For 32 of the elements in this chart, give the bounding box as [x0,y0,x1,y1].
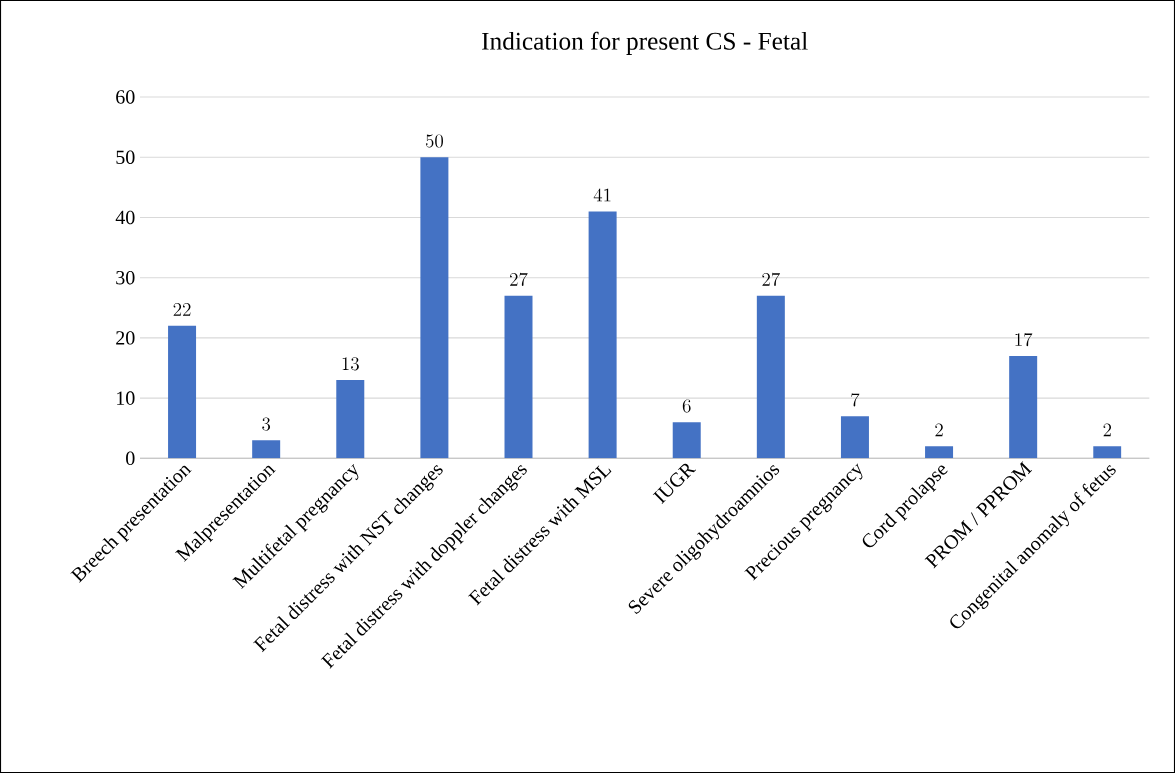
y-tick-label: 60 [116,90,135,104]
data-label: 3 [262,417,271,431]
bar [1093,446,1122,459]
y-tick-label: 10 [117,391,135,405]
y-tick-label: 20 [116,331,135,345]
bar [1009,355,1038,459]
data-label: 41 [593,188,611,202]
data-label: 13 [342,357,359,371]
bar [504,295,533,459]
y-tick-label: 50 [116,150,135,164]
data-label: 7 [851,393,860,407]
data-label: 17 [1015,332,1033,347]
data-label: 22 [173,303,191,316]
bar [840,416,869,459]
bar [252,440,281,459]
bar [588,211,617,459]
data-label: 2 [1103,423,1112,437]
y-tick-label: 40 [115,210,135,225]
data-label: 2 [935,423,943,437]
data-label: 6 [682,399,691,413]
data-label: 50 [425,134,443,148]
bar [168,325,197,459]
bar [672,422,701,459]
bar [756,295,785,459]
bar [420,157,449,459]
data-label: 27 [510,272,528,287]
bar [336,380,365,459]
y-tick-label: 30 [116,270,135,285]
bar [925,446,954,459]
y-tick-label: 0 [126,451,135,466]
data-label: 27 [762,272,780,287]
chart-title: Indication for present CS - Fetal [482,31,808,55]
